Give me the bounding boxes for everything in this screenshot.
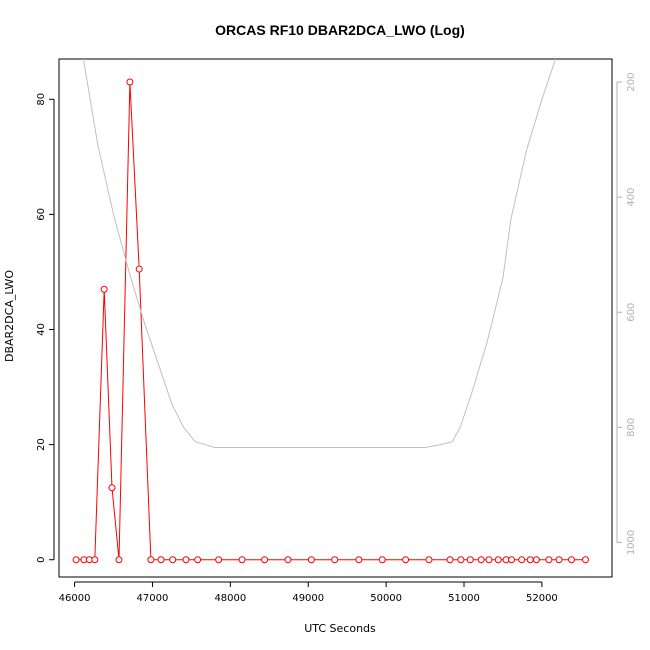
series-0-point — [182, 556, 190, 564]
series-0-point — [135, 265, 143, 273]
y-tick-label: 80 — [36, 93, 47, 106]
series-0-point — [307, 556, 315, 564]
x-tick-label: 46000 — [59, 593, 91, 604]
y-tick-label: 0 — [36, 557, 47, 563]
series-0-point — [147, 556, 155, 564]
series-0-point — [567, 556, 575, 564]
series-0-point — [508, 556, 516, 564]
y2-tick-label: 400 — [626, 188, 637, 207]
series-0-point — [555, 556, 563, 564]
series-0-point — [194, 556, 202, 564]
x-tick-label: 50000 — [370, 593, 402, 604]
series-0-point — [169, 556, 177, 564]
series-0-point — [355, 556, 363, 564]
series-0-point — [100, 285, 108, 293]
series-0-point — [446, 556, 454, 564]
series-0-point — [91, 556, 99, 564]
series-0-line — [76, 81, 586, 561]
axes-layer: 46000 47000 48000 49000 50000 51000 52000 0 20 40… — [36, 72, 637, 604]
series-0-point — [582, 556, 590, 564]
series-0-point — [261, 556, 269, 564]
x-tick-label: 47000 — [137, 593, 169, 604]
series-0-point — [526, 556, 534, 564]
series-layer — [72, 59, 590, 564]
series-0-point — [126, 78, 134, 86]
series-0-point — [238, 556, 246, 564]
series-0-point — [108, 484, 116, 492]
series-0-point — [494, 556, 502, 564]
series-0-point — [466, 556, 474, 564]
series-0-point — [331, 556, 339, 564]
series-0-point — [532, 556, 540, 564]
series-0-point — [477, 556, 485, 564]
series-0-point — [425, 556, 433, 564]
series-0-point — [284, 556, 292, 564]
y2-tick-label: 1000 — [626, 530, 637, 555]
y-axis-label: DBAR2DCA_LWO — [3, 270, 16, 362]
series-0-point — [115, 556, 123, 564]
x-tick-label: 48000 — [214, 593, 246, 604]
y-tick-label: 60 — [36, 208, 47, 221]
series-0-point — [215, 556, 223, 564]
series-0-point — [518, 556, 526, 564]
plot-frame — [58, 58, 613, 578]
x-tick-label: 51000 — [448, 593, 480, 604]
series-0-point — [457, 556, 465, 564]
y-tick-label: 40 — [36, 323, 47, 336]
y2-tick-label: 800 — [626, 418, 637, 437]
x-tick-label: 52000 — [526, 593, 558, 604]
y-tick-label: 20 — [36, 438, 47, 451]
x-tick-label: 49000 — [292, 593, 324, 604]
series-0-point — [402, 556, 410, 564]
y2-tick-label: 200 — [626, 72, 637, 91]
series-0-point — [157, 556, 165, 564]
series-0-point — [485, 556, 493, 564]
series-1-line — [82, 59, 557, 448]
series-0-point — [545, 556, 553, 564]
x-axis-label: UTC Seconds — [304, 622, 376, 635]
y2-tick-label: 600 — [626, 303, 637, 322]
series-0-point — [72, 556, 80, 564]
chart-title: ORCAS RF10 DBAR2DCA_LWO (Log) — [215, 22, 465, 38]
series-0-point — [378, 556, 386, 564]
